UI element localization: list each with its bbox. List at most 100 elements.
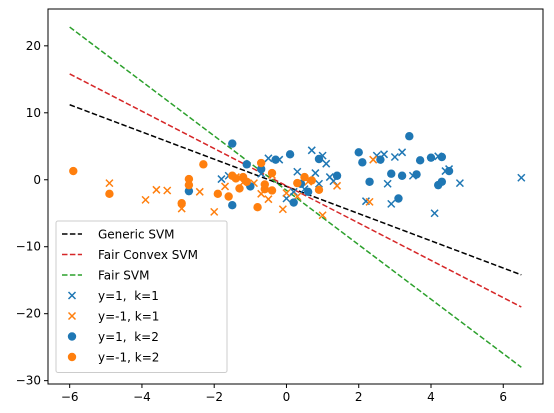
x-tick-label: 0 — [283, 390, 291, 404]
data-point — [253, 203, 262, 212]
data-point — [228, 139, 237, 148]
plot-frame — [47, 8, 544, 385]
data-point — [365, 177, 374, 186]
legend-marker-handle — [67, 291, 77, 300]
x-axis-ticks: −6 −4 −2 0 2 4 6 — [61, 384, 507, 404]
x-tick-label: 2 — [355, 390, 363, 404]
data-point — [210, 207, 219, 216]
data-point — [141, 195, 150, 204]
data-point — [303, 187, 313, 197]
data-point — [213, 189, 223, 199]
data-point — [314, 185, 324, 195]
legend-marker-handle — [67, 332, 77, 341]
x-tick-label: 6 — [499, 390, 507, 404]
data-point — [184, 174, 194, 184]
legend: Generic SVM Fair Convex SVM Fair SVM y=1, k… — [55, 220, 228, 373]
data-point — [177, 198, 186, 208]
y-tick-label: 20 — [26, 39, 41, 53]
data-point — [444, 166, 454, 176]
data-point — [69, 166, 78, 176]
legend-entry-label: y=-1, k=1 — [98, 310, 159, 324]
data-point — [405, 132, 414, 141]
data-point — [394, 194, 403, 203]
legend-entry-label: y=1, k=2 — [98, 330, 159, 344]
data-point — [289, 198, 298, 207]
data-point — [397, 171, 407, 180]
legend-marker-handle — [67, 352, 77, 362]
data-point — [231, 174, 241, 183]
data-point — [235, 184, 244, 193]
data-point — [415, 156, 425, 165]
data-point — [228, 201, 237, 210]
data-point — [358, 158, 367, 167]
data-point — [105, 179, 114, 188]
y-tick-label: 0 — [33, 173, 41, 187]
data-points — [69, 132, 526, 220]
legend-entry-label: y=-1, k=2 — [98, 351, 159, 365]
legend-marker-handle — [67, 311, 77, 321]
data-point — [224, 192, 233, 201]
line-fair-svm — [69, 26, 522, 368]
data-point — [293, 178, 302, 188]
data-point — [293, 167, 302, 176]
data-point — [333, 181, 342, 190]
data-point — [387, 169, 396, 178]
y-tick-label: −10 — [16, 240, 41, 254]
data-point — [267, 168, 277, 178]
data-point — [517, 173, 526, 182]
data-point — [152, 185, 161, 194]
data-point — [311, 169, 320, 178]
y-tick-label: 10 — [26, 106, 41, 120]
data-point — [195, 187, 204, 196]
data-point — [314, 154, 324, 164]
data-point — [256, 158, 266, 168]
data-point — [264, 154, 273, 163]
legend-entry-label: Fair SVM — [98, 269, 149, 283]
data-point — [217, 175, 226, 184]
data-point — [221, 182, 230, 191]
data-point — [437, 152, 447, 162]
data-point — [365, 197, 374, 206]
data-point — [256, 164, 266, 174]
x-tick-label: −6 — [61, 390, 79, 404]
data-point — [354, 148, 363, 157]
data-point — [184, 180, 194, 190]
data-point — [318, 211, 327, 220]
legend-entry-label: y=1, k=1 — [98, 289, 159, 303]
data-point — [412, 170, 421, 179]
data-point — [289, 187, 298, 196]
data-point — [184, 186, 194, 196]
x-tick-label: −2 — [205, 390, 223, 404]
legend-entry-label: Generic SVM — [98, 228, 175, 242]
data-point — [278, 205, 287, 214]
data-point — [264, 195, 273, 204]
data-point — [199, 160, 208, 169]
data-point — [426, 153, 436, 162]
data-point — [105, 189, 114, 199]
data-point — [307, 146, 316, 155]
legend-entry-label: Fair Convex SVM — [98, 248, 198, 262]
data-point — [390, 152, 399, 162]
data-point — [322, 159, 331, 168]
data-point — [376, 155, 385, 164]
data-point — [285, 150, 295, 159]
data-point — [387, 199, 396, 208]
data-point — [242, 177, 251, 186]
data-point — [300, 172, 309, 182]
data-point — [267, 186, 277, 195]
x-tick-label: 4 — [427, 390, 435, 404]
data-point — [430, 209, 439, 218]
legend-box — [55, 220, 228, 373]
data-point — [314, 179, 324, 188]
data-point — [163, 186, 172, 195]
data-point — [307, 176, 316, 185]
y-tick-label: −30 — [16, 374, 41, 388]
data-point — [398, 148, 407, 157]
data-point — [242, 160, 251, 169]
data-point — [383, 179, 392, 188]
data-point — [437, 177, 447, 186]
data-point — [332, 171, 342, 180]
data-point — [260, 180, 269, 189]
data-point — [271, 155, 280, 164]
